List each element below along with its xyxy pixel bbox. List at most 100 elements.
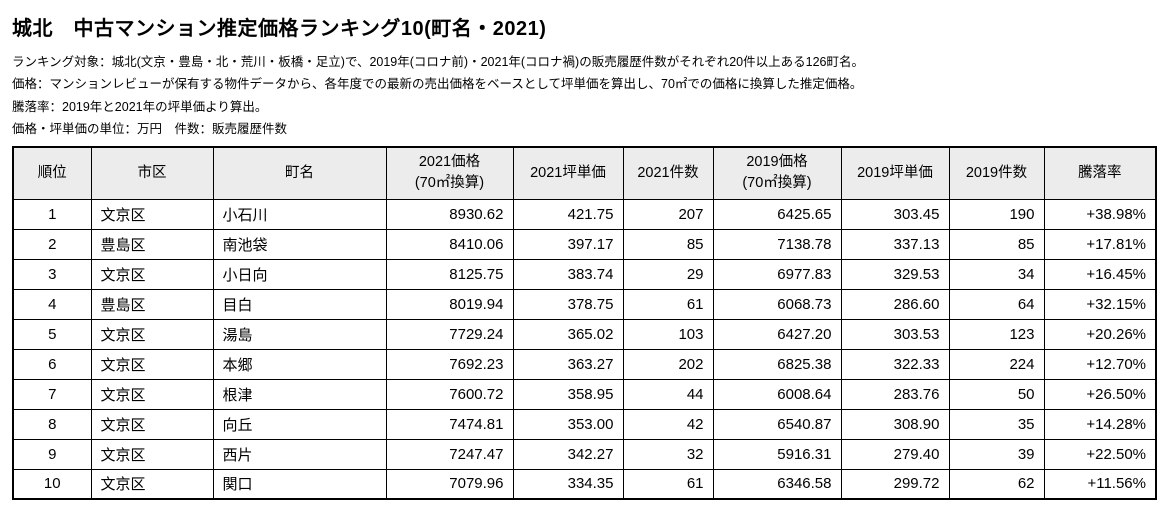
cell-town: 目白: [212, 288, 387, 320]
cell-tsubo-price-2019: 329.53: [840, 258, 950, 290]
table-row: 7 文京区 根津 7600.72 358.95 44 6008.64 283.76 50 +26.…: [12, 378, 1157, 410]
cell-change-rate: +17.81%: [1043, 228, 1157, 260]
cell-price-2019: 6008.64: [712, 378, 842, 410]
cell-ward: 豊島区: [90, 228, 214, 260]
cell-count-2019: 190: [948, 198, 1045, 230]
header-cell-tsubo-price-2019: 2019坪単価: [840, 146, 950, 200]
cell-count-2021: 61: [622, 288, 714, 320]
cell-count-2021: 29: [622, 258, 714, 290]
header-cell-tsubo-price-2021: 2021坪単価: [512, 146, 624, 200]
table-row: 9 文京区 西片 7247.47 342.27 32 5916.31 279.40 39 +22.…: [12, 438, 1157, 470]
table-row: 2 豊島区 南池袋 8410.06 397.17 85 7138.78 337.13 85 +17…: [12, 228, 1157, 260]
cell-change-rate: +16.45%: [1043, 258, 1157, 290]
page-title: 城北 中古マンション推定価格ランキング10(町名・2021): [12, 18, 547, 40]
cell-tsubo-price-2021: 365.02: [512, 318, 624, 350]
table-row: 8 文京区 向丘 7474.81 353.00 42 6540.87 308.90 35 +14.…: [12, 408, 1157, 440]
cell-tsubo-price-2019: 283.76: [840, 378, 950, 410]
cell-change-rate: +20.26%: [1043, 318, 1157, 350]
table-row: 1 文京区 小石川 8930.62 421.75 207 6425.65 303.45 190 +…: [12, 198, 1157, 230]
cell-price-2021: 8410.06: [385, 228, 514, 260]
cell-town: 小日向: [212, 258, 387, 290]
cell-price-2019: 6540.87: [712, 408, 842, 440]
table-row: 6 文京区 本郷 7692.23 363.27 202 6825.38 322.33 224 +1…: [12, 348, 1157, 380]
table-row: 4 豊島区 目白 8019.94 378.75 61 6068.73 286.60 64 +32.…: [12, 288, 1157, 320]
cell-price-2021: 7600.72: [385, 378, 514, 410]
cell-town: 小石川: [212, 198, 387, 230]
header-sublabel: (70㎡換算): [414, 175, 485, 192]
header-cell-price-2019: 2019価格 (70㎡換算): [712, 146, 842, 200]
cell-price-2019: 6825.38: [712, 348, 842, 380]
cell-rank: 7: [12, 378, 92, 410]
header-label: 2021件数: [637, 164, 699, 181]
cell-rank: 3: [12, 258, 92, 290]
header-label: 町名: [285, 164, 314, 181]
header-label: 2019件数: [965, 164, 1028, 181]
cell-tsubo-price-2021: 378.75: [512, 288, 624, 320]
cell-count-2019: 85: [948, 228, 1045, 260]
cell-count-2019: 50: [948, 378, 1045, 410]
cell-rank: 9: [12, 438, 92, 470]
cell-count-2021: 202: [622, 348, 714, 380]
cell-tsubo-price-2021: 363.27: [512, 348, 624, 380]
header-cell-change-rate: 騰落率: [1043, 146, 1157, 200]
header-cell-ward: 市区: [90, 146, 214, 200]
cell-price-2019: 6346.58: [712, 468, 842, 500]
cell-ward: 文京区: [90, 318, 214, 350]
cell-count-2021: 42: [622, 408, 714, 440]
cell-town: 湯島: [212, 318, 387, 350]
cell-tsubo-price-2019: 308.90: [840, 408, 950, 440]
header-cell-count-2019: 2019件数: [948, 146, 1045, 200]
cell-count-2021: 44: [622, 378, 714, 410]
cell-tsubo-price-2021: 358.95: [512, 378, 624, 410]
cell-ward: 文京区: [90, 258, 214, 290]
cell-count-2021: 207: [622, 198, 714, 230]
cell-rank: 4: [12, 288, 92, 320]
cell-town: 根津: [212, 378, 387, 410]
header-label: 2019坪単価: [857, 164, 933, 181]
cell-tsubo-price-2021: 342.27: [512, 438, 624, 470]
header-label: 市区: [137, 164, 167, 181]
header-label: 2019価格: [746, 154, 808, 171]
cell-town: 南池袋: [212, 228, 387, 260]
note-units: 価格・坪単価の単位：万円 件数：販売履歴件数: [12, 121, 288, 136]
cell-price-2021: 7247.47: [385, 438, 514, 470]
cell-count-2019: 39: [948, 438, 1045, 470]
cell-tsubo-price-2021: 334.35: [512, 468, 624, 500]
cell-price-2019: 6068.73: [712, 288, 842, 320]
cell-town: 関口: [212, 468, 387, 500]
cell-change-rate: +12.70%: [1043, 348, 1157, 380]
cell-change-rate: +11.56%: [1043, 468, 1157, 500]
cell-price-2021: 7692.23: [385, 348, 514, 380]
cell-count-2019: 34: [948, 258, 1045, 290]
cell-ward: 文京区: [90, 378, 214, 410]
note-ranking-target: ランキング対象：城北(文京・豊島・北・荒川・板橋・足立)で、2019年(コロナ前…: [12, 55, 864, 69]
cell-change-rate: +14.28%: [1043, 408, 1157, 440]
cell-count-2021: 103: [622, 318, 714, 350]
note-change-rate: 騰落率：2019年と2021年の坪単価より算出。: [12, 99, 268, 114]
cell-rank: 1: [12, 198, 92, 230]
cell-count-2021: 85: [622, 228, 714, 260]
cell-price-2021: 8125.75: [385, 258, 514, 290]
cell-rank: 5: [12, 318, 92, 350]
cell-ward: 文京区: [90, 408, 214, 440]
cell-ward: 文京区: [90, 468, 214, 500]
header-cell-count-2021: 2021件数: [622, 146, 714, 200]
cell-tsubo-price-2019: 303.53: [840, 318, 950, 350]
cell-rank: 6: [12, 348, 92, 380]
cell-price-2021: 7079.96: [385, 468, 514, 500]
cell-tsubo-price-2019: 322.33: [840, 348, 950, 380]
table-body: 1 文京区 小石川 8930.62 421.75 207 6425.65 303.45 190 +…: [12, 198, 1157, 500]
cell-rank: 8: [12, 408, 92, 440]
cell-price-2021: 7474.81: [385, 408, 514, 440]
cell-town: 西片: [212, 438, 387, 470]
cell-rank: 10: [12, 468, 92, 500]
cell-ward: 文京区: [90, 438, 214, 470]
cell-price-2019: 7138.78: [712, 228, 842, 260]
cell-count-2019: 35: [948, 408, 1045, 440]
cell-price-2019: 6425.65: [712, 198, 842, 230]
cell-count-2021: 61: [622, 468, 714, 500]
cell-town: 本郷: [212, 348, 387, 380]
cell-change-rate: +38.98%: [1043, 198, 1157, 230]
header-cell-town: 町名: [212, 146, 387, 200]
